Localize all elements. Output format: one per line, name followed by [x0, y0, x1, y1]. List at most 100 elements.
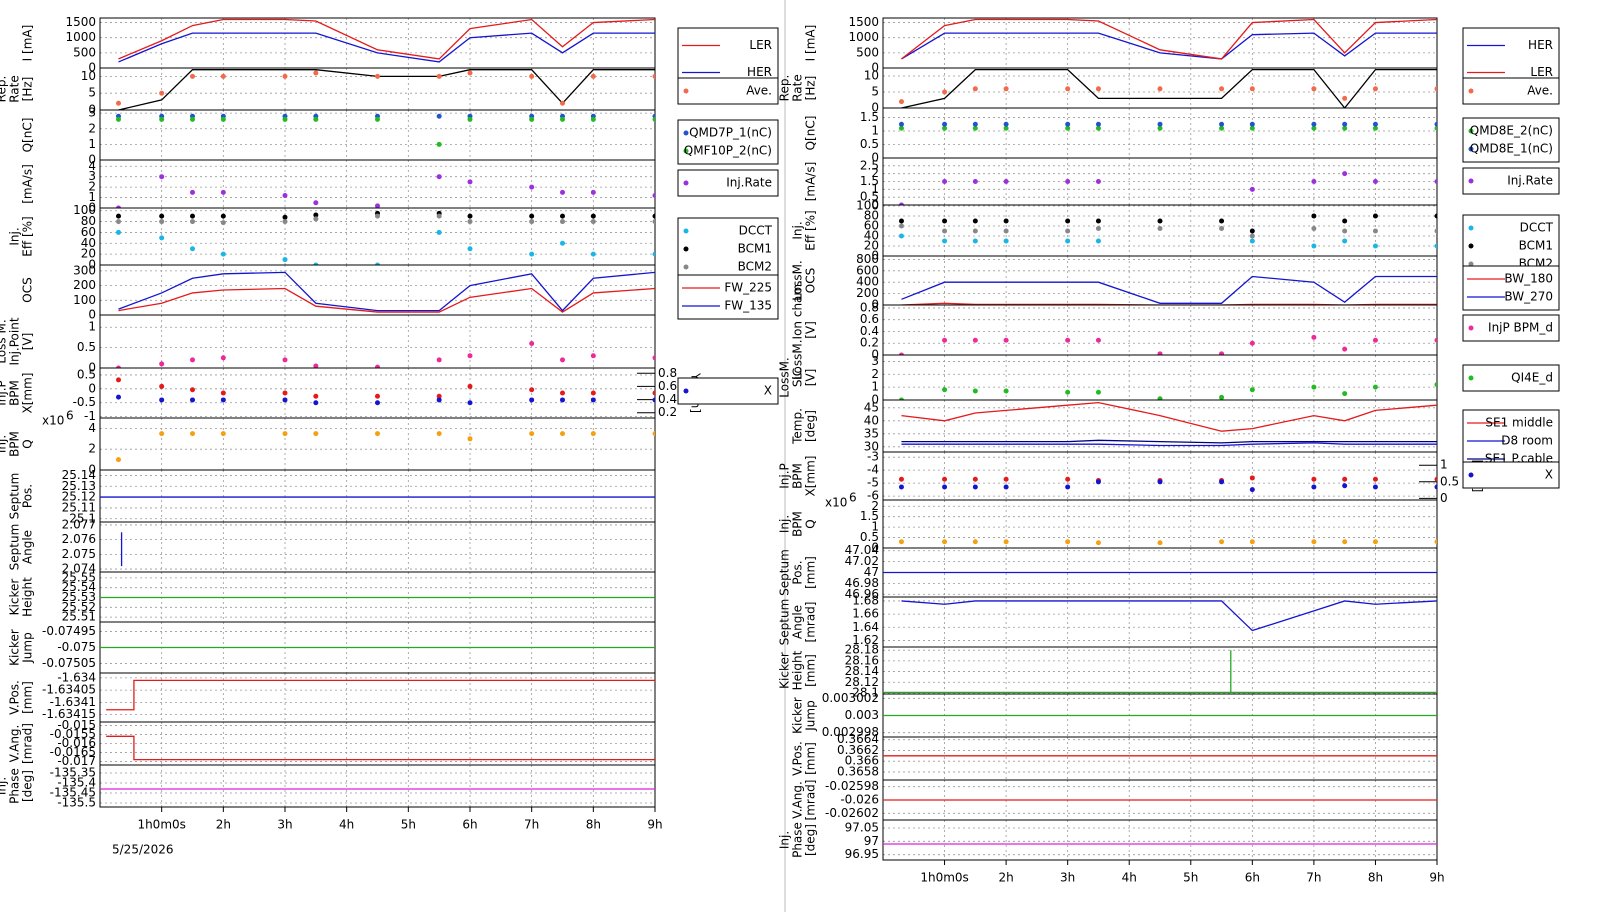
data-point [1219, 539, 1225, 545]
y-axis-label: [mA/s] [21, 164, 35, 204]
y-tick-label: 47.04 [845, 543, 879, 557]
legend-box [1462, 117, 1560, 163]
data-point [375, 213, 380, 219]
legend-label: Ave. [746, 84, 772, 98]
data-point [942, 484, 948, 490]
data-point [972, 539, 978, 545]
legend-label: BCM1 [1519, 239, 1553, 253]
y-tick-label: 1 [88, 137, 96, 151]
data-point [1342, 121, 1348, 127]
data-point [313, 400, 319, 406]
y-tick-label: -1.634 [57, 670, 96, 684]
y-multiplier-exponent: 6 [849, 491, 857, 505]
y-tick-label: 0.5 [77, 367, 96, 381]
y-tick-label: 0.003002 [822, 691, 879, 705]
data-point [1372, 539, 1378, 545]
series-group [118, 18, 655, 63]
data-point [159, 235, 165, 241]
y-axis-label: [mm] [804, 742, 818, 775]
y-tick-label: 1.5 [860, 174, 879, 188]
y-tick-label: 0 [871, 393, 879, 407]
panel-frame [99, 469, 656, 523]
data-point [313, 393, 319, 399]
data-point [436, 73, 442, 79]
data-point [1219, 226, 1225, 231]
data-point [529, 213, 535, 219]
y-axis-label: V.Ang. [791, 781, 805, 819]
data-point [942, 218, 948, 224]
data-point [159, 213, 165, 219]
y-tick-label: 0 [871, 151, 879, 165]
data-point [652, 73, 655, 79]
y-tick-label: 1.64 [852, 620, 879, 634]
y-tick-label: 0 [88, 201, 96, 215]
y-axis-label: Height [791, 650, 805, 690]
legend-label: LER [1530, 65, 1553, 79]
y-axis-label: Inj. [0, 435, 9, 453]
legend-label: HER [747, 65, 772, 79]
y-tick-label: 5 [871, 85, 879, 99]
y-tick-label: -6 [867, 489, 879, 503]
y-tick-label: 600 [856, 263, 879, 277]
y-tick-label: 25.14 [62, 468, 96, 482]
legend-box [1462, 167, 1560, 195]
y2-tick-label: 0.8 [658, 366, 677, 380]
y-tick-label: -135.35 [50, 766, 96, 780]
data-point [116, 213, 121, 219]
data-point [436, 174, 442, 180]
y-tick-label: 2 [871, 367, 879, 381]
y-tick-label: -0.026 [840, 793, 879, 807]
series-line [901, 439, 1437, 444]
data-point [313, 262, 319, 265]
legend-label: BCM2 [738, 260, 772, 274]
y2-tick-label: 1 [1440, 458, 1448, 472]
y-tick-label: 0.3664 [837, 732, 879, 746]
y-axis-label: Jump [804, 700, 818, 731]
data-point [1003, 337, 1009, 343]
y-tick-label: 28.16 [845, 653, 879, 667]
y2-tick-label: 0 [1440, 491, 1448, 505]
data-point [1065, 389, 1071, 395]
y-tick-label: 35 [864, 426, 879, 440]
data-point [1095, 238, 1101, 244]
y-tick-label: 25.53 [62, 590, 96, 604]
data-point [313, 116, 319, 122]
data-point [590, 397, 596, 403]
data-point [1003, 476, 1009, 482]
legend-box [677, 169, 779, 197]
series-group [898, 475, 1437, 493]
data-point [1157, 540, 1163, 546]
data-point [220, 355, 226, 361]
data-point [1372, 228, 1378, 234]
data-point [590, 213, 596, 219]
x-tick-label: 3h [1060, 871, 1075, 885]
data-point [1342, 95, 1348, 101]
data-point [1003, 121, 1009, 127]
y-axis-label: Eff [%] [21, 216, 35, 256]
x-tick-label: 4h [1122, 871, 1137, 885]
y-tick-label: 0 [88, 258, 96, 272]
y-tick-label: 100 [73, 203, 96, 217]
y2-tick-label: 0.2 [658, 405, 677, 419]
legend-label: QI4E_d [1511, 371, 1553, 385]
date-label: 5/25/2026 [112, 843, 174, 857]
series-line [901, 442, 1437, 447]
legend-label: D8 room [1501, 434, 1553, 448]
y-axis-label: Septum [8, 524, 22, 571]
data-point [529, 219, 535, 225]
data-point [529, 184, 535, 190]
y-tick-label: 1 [871, 380, 879, 394]
data-point [467, 179, 473, 185]
data-point [942, 179, 948, 184]
x-tick-label: 2h [998, 871, 1013, 885]
data-point [313, 363, 319, 368]
y-tick-label: 1 [88, 190, 96, 204]
data-point [1372, 86, 1378, 92]
data-point [1434, 484, 1437, 490]
y-tick-label: 2 [88, 121, 96, 135]
data-point [1342, 238, 1348, 244]
panel-frame [99, 521, 656, 573]
y-tick-label: 2.077 [62, 517, 96, 531]
y-axis-label: BPM [8, 431, 22, 457]
data-point [159, 361, 165, 367]
